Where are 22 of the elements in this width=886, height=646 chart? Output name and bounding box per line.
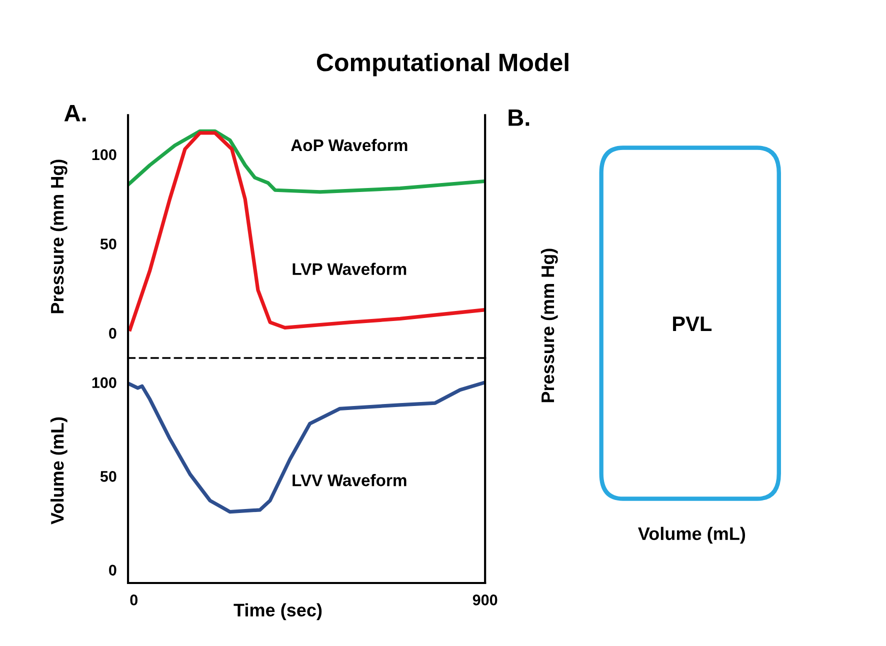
chart-title: Computational Model [316, 52, 568, 76]
y-tick-label: 0 [109, 564, 116, 576]
y-tick-label: 50 [100, 238, 116, 250]
text: PVL [673, 316, 712, 331]
y-tick-label: 0 [109, 328, 116, 339]
text: AoP Waveform [291, 138, 408, 152]
y-axis-title: Pressure (mm Hg) [50, 160, 68, 314]
line-series [128, 129, 486, 194]
line-series [128, 380, 486, 514]
y-tick-label: 50 [100, 471, 116, 482]
y-tick-label: 100 [92, 377, 116, 388]
y-tick-label: 100 [92, 149, 116, 160]
x-tick-label: 900 [472, 594, 498, 606]
y-axis-title: Volume (mL) [50, 417, 68, 524]
line-series [128, 131, 486, 332]
text: Volume (mL) [638, 526, 746, 544]
text: A. [64, 104, 86, 122]
text: B. [508, 110, 530, 126]
text: LVP Waveform [292, 262, 406, 276]
text: Pressure (mm Hg) [540, 248, 558, 402]
series-label: LVV Waveform [292, 474, 406, 486]
x-axis-title: Time (sec) [234, 603, 322, 620]
